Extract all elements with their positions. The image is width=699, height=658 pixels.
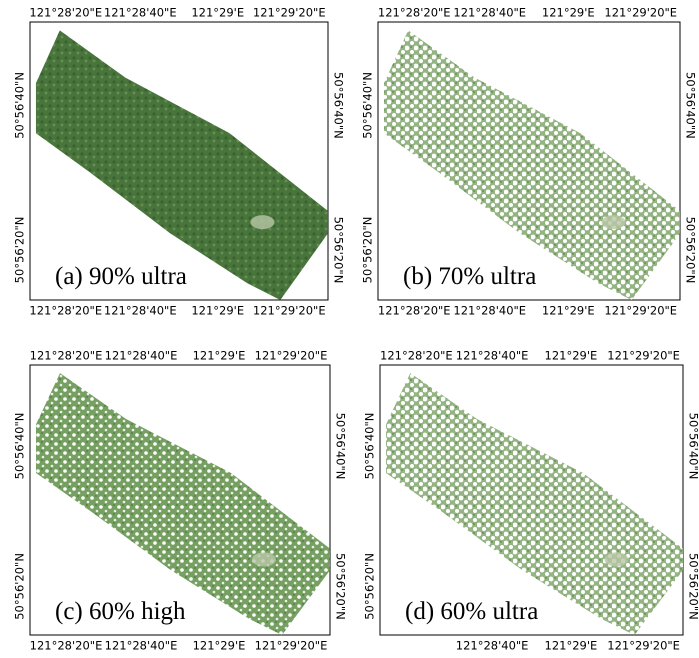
bottom-tick-label: 121°28'20"E <box>29 304 102 318</box>
bottom-tick-label: 121°28'40"E <box>105 639 178 653</box>
top-tick-label: 121°28'20"E <box>380 349 453 363</box>
clearing <box>601 215 626 230</box>
right-tick-label: 50°56'40"N <box>684 72 698 139</box>
bottom-tick-label: 121°29'20"E <box>255 639 328 653</box>
top-tick-label: 121°28'20"E <box>29 6 102 20</box>
bottom-tick-label: 121°28'20"E <box>30 639 103 653</box>
map-panel: 121°28'20"E 121°28'40"E 121°29'E 121°29'20"… <box>363 349 699 653</box>
top-tick-label: 121°29'20"E <box>255 349 328 363</box>
clearing <box>604 552 629 567</box>
panel-label: (c) 60% high <box>55 598 186 625</box>
top-tick-label: 121°29'20"E <box>607 349 680 363</box>
top-tick-label: 121°28'40"E <box>453 6 526 20</box>
bottom-tick-label: 121°29'20"E <box>604 304 677 318</box>
imagery-strip <box>35 30 329 301</box>
left-tick-label: 50°56'40"N <box>363 413 377 480</box>
top-tick-label: 121°29'E <box>542 6 595 20</box>
top-tick-label: 121°29'20"E <box>604 6 677 20</box>
left-tick-label: 50°56'20"N <box>363 553 377 620</box>
left-tick-label: 50°56'20"N <box>361 217 375 284</box>
bottom-tick-label: 121°28'40"E <box>453 304 526 318</box>
top-tick-label: 121°28'40"E <box>105 349 178 363</box>
left-tick-label: 50°56'40"N <box>361 72 375 139</box>
right-tick-label: 50°56'20"N <box>687 553 699 620</box>
bottom-tick-label: 121°29'E <box>545 639 598 653</box>
right-tick-label: 50°56'40"N <box>334 413 348 480</box>
top-tick-label: 121°29'E <box>191 6 244 20</box>
top-tick-label: 121°28'40"E <box>456 349 529 363</box>
bottom-tick-label: 121°29'E <box>542 304 595 318</box>
bottom-tick-label: 121°29'20"E <box>253 304 326 318</box>
bottom-tick-label: 121°28'40"E <box>104 304 177 318</box>
map-panel: 121°28'20"E 121°28'40"E 121°29'E 121°29'20"… <box>13 6 346 318</box>
imagery-strip <box>36 373 330 635</box>
bottom-tick-label: 121°29'E <box>193 639 246 653</box>
left-tick-label: 50°56'40"N <box>13 72 27 139</box>
top-tick-label: 121°29'20"E <box>253 6 326 20</box>
bottom-tick-label: 121°29'E <box>191 304 244 318</box>
left-tick-label: 50°56'20"N <box>13 217 27 284</box>
bottom-tick-label: 121°29'20"E <box>607 639 680 653</box>
panel-label: (a) 90% ultra <box>55 263 187 290</box>
right-tick-label: 50°56'20"N <box>334 553 348 620</box>
right-tick-label: 50°56'40"N <box>332 72 346 139</box>
top-tick-label: 121°29'E <box>193 349 246 363</box>
bottom-tick-label: 121°28'40"E <box>456 639 529 653</box>
panel-label: (b) 70% ultra <box>403 263 536 290</box>
top-tick-label: 121°28'20"E <box>30 349 103 363</box>
imagery-strip <box>386 373 683 635</box>
right-tick-label: 50°56'20"N <box>684 217 698 284</box>
right-tick-label: 50°56'40"N <box>687 413 699 480</box>
clearing <box>250 215 275 230</box>
map-panel: 121°28'20"E 121°28'40"E 121°29'E 121°29'20"… <box>13 349 348 653</box>
map-panel: 121°28'20"E 121°28'40"E 121°29'E 121°29'20"… <box>361 6 698 318</box>
clearing <box>252 552 276 567</box>
top-tick-label: 121°28'40"E <box>104 6 177 20</box>
top-tick-label: 121°28'20"E <box>378 6 451 20</box>
bottom-tick-label: 121°28'20"E <box>378 304 451 318</box>
panel-label: (d) 60% ultra <box>405 598 538 625</box>
panels: 121°28'20"E 121°28'40"E 121°29'E 121°29'20"… <box>13 6 699 653</box>
right-tick-label: 50°56'20"N <box>332 217 346 284</box>
left-tick-label: 50°56'40"N <box>13 413 27 480</box>
imagery-strip <box>384 30 680 301</box>
left-tick-label: 50°56'20"N <box>13 553 27 620</box>
top-tick-label: 121°29'E <box>545 349 598 363</box>
